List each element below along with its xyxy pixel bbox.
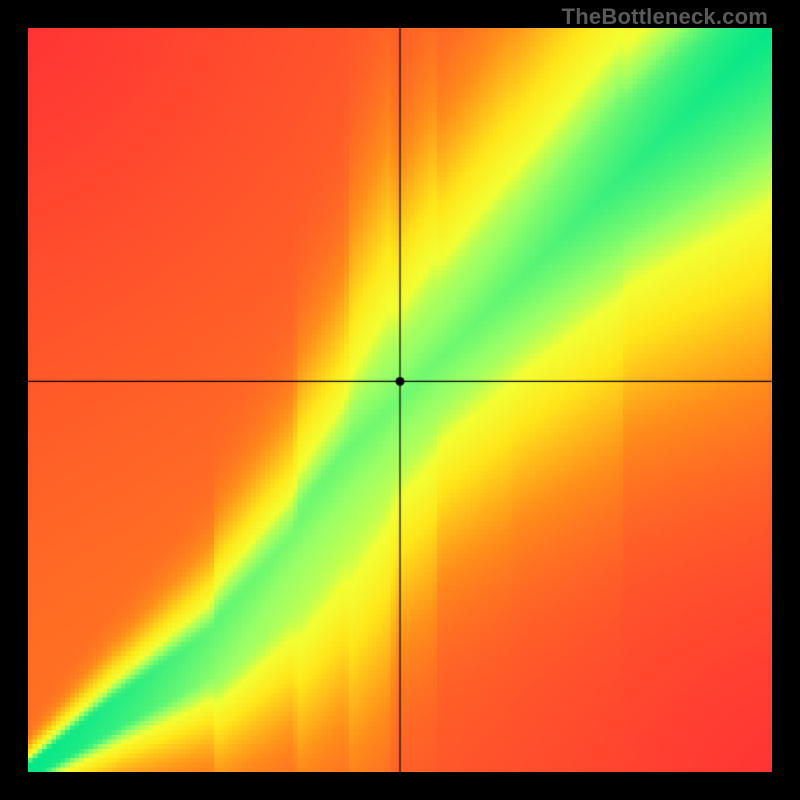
chart-container: TheBottleneck.com <box>0 0 800 800</box>
watermark-text: TheBottleneck.com <box>562 4 768 30</box>
bottleneck-heatmap <box>28 28 772 772</box>
